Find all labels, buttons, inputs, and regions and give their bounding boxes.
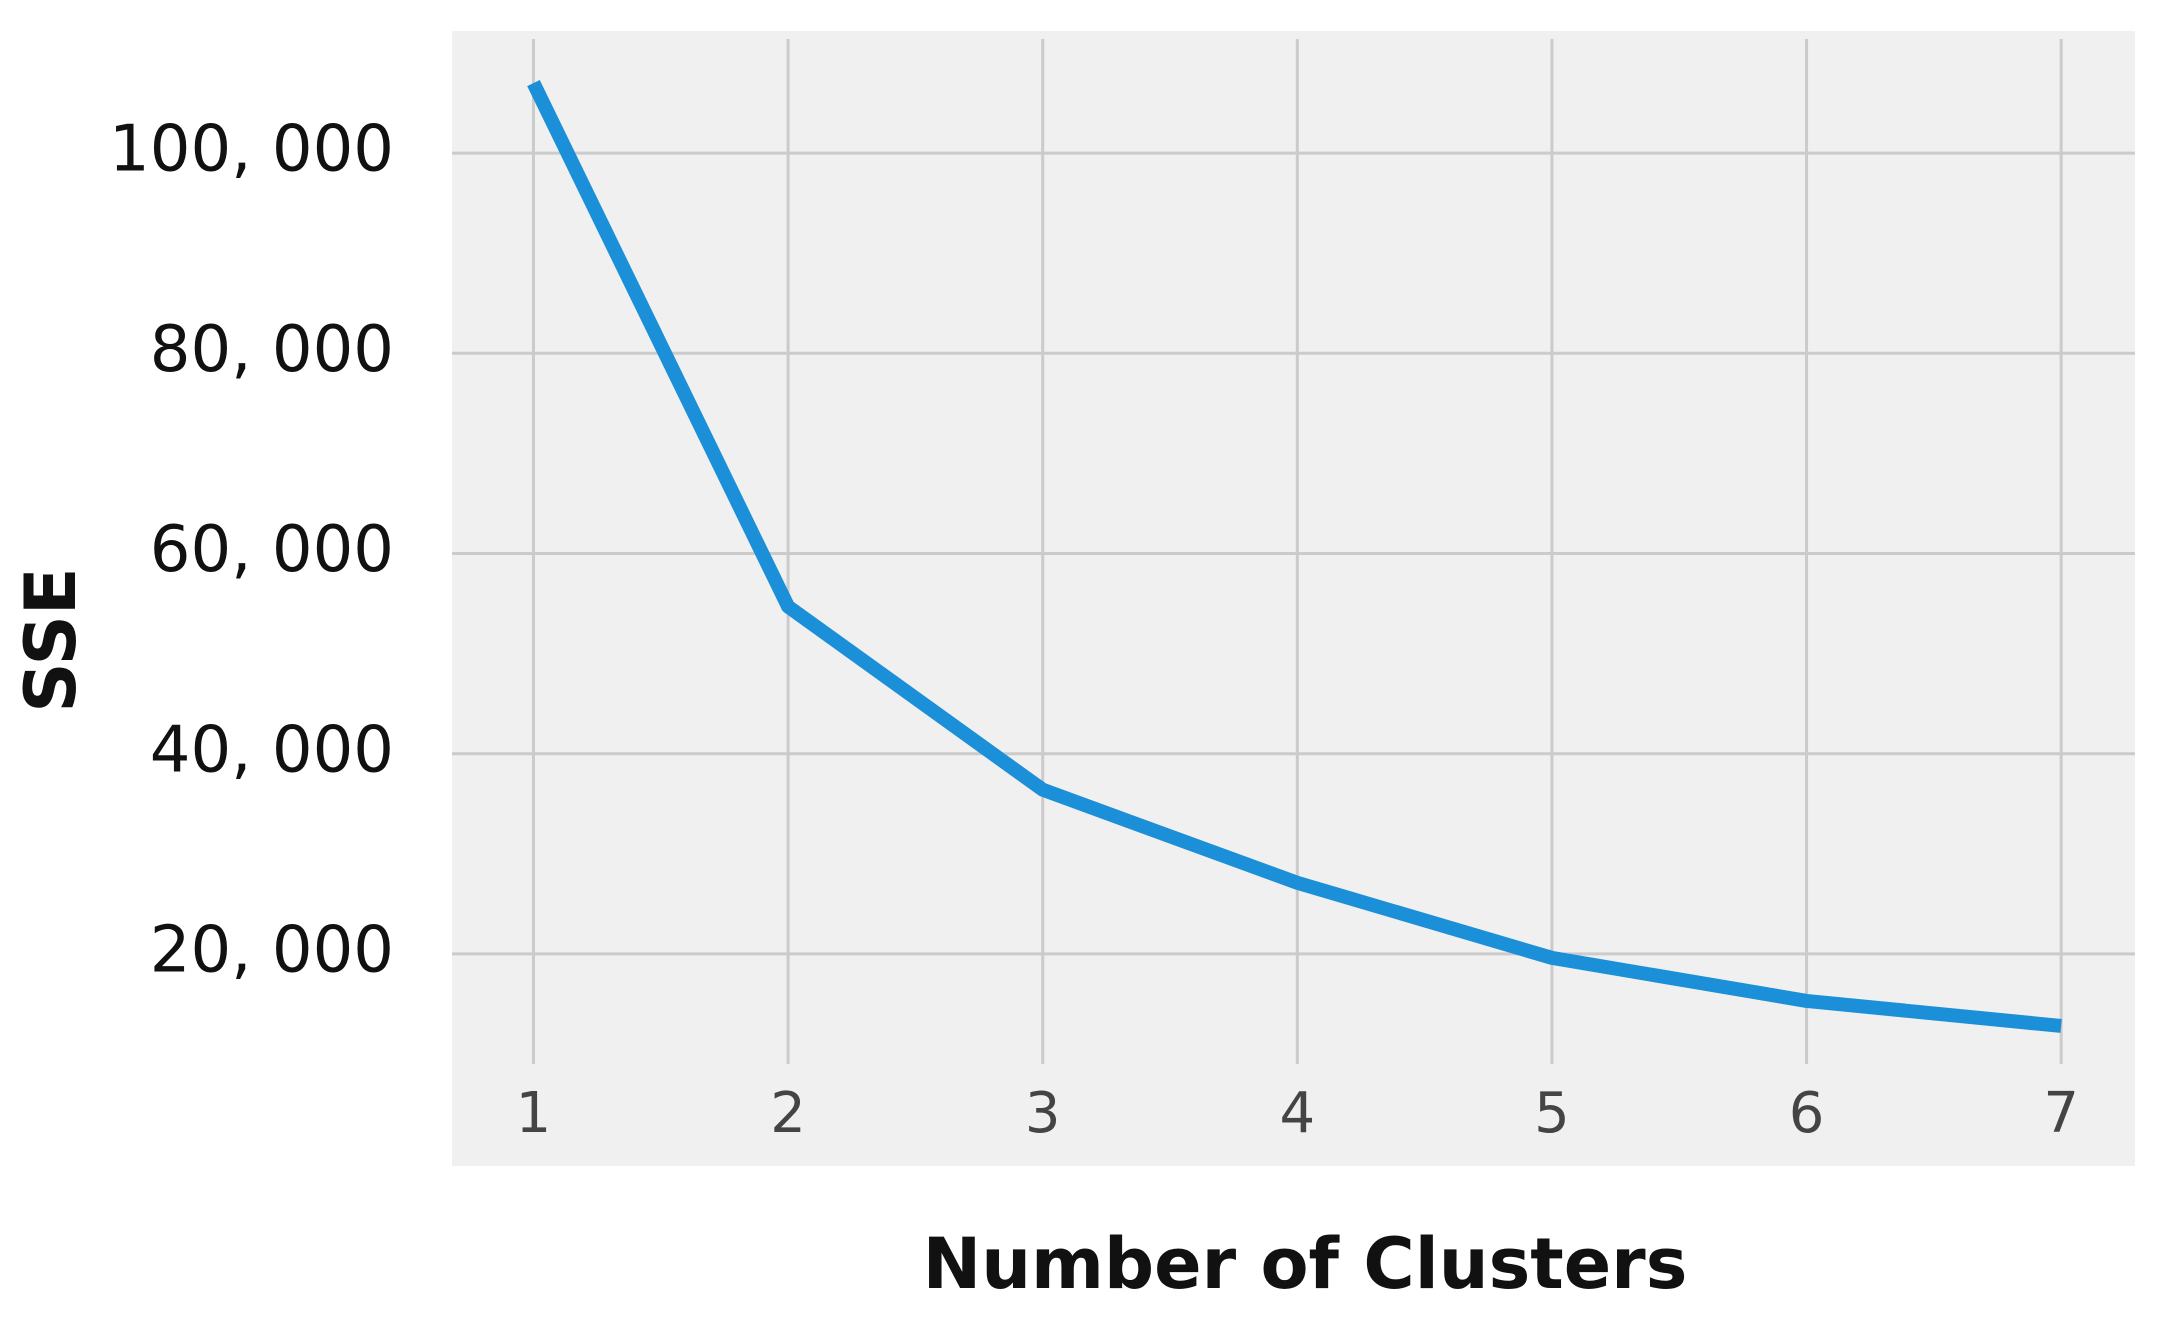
y-tick-label: 60, 000 <box>150 513 394 587</box>
x-tick-label: 7 <box>2043 1081 2079 1146</box>
x-tick-label: 1 <box>516 1081 552 1146</box>
plot-background <box>452 31 2135 1166</box>
data-line <box>527 79 2062 1033</box>
x-tick-label: 2 <box>770 1081 806 1146</box>
y-tick-label: 100, 000 <box>109 113 394 187</box>
y-tick-label: 40, 000 <box>150 713 394 787</box>
x-tick-label: 6 <box>1789 1081 1825 1146</box>
x-axis-label: Number of Clusters <box>923 1223 1688 1305</box>
x-tick-label: 5 <box>1534 1081 1570 1146</box>
y-axis-label: SSE <box>10 567 92 713</box>
x-tick-label: 4 <box>1279 1081 1315 1146</box>
x-tick-label: 3 <box>1025 1081 1061 1146</box>
y-tick-label: 80, 000 <box>150 313 394 387</box>
y-tick-label: 20, 000 <box>150 913 394 987</box>
